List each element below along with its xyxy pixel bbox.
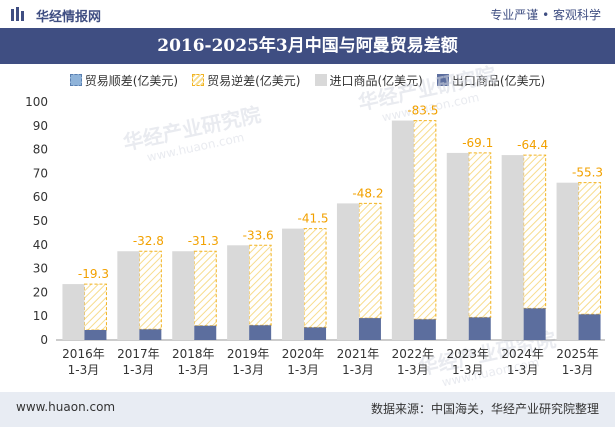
import-bar <box>117 251 140 340</box>
x-tick-label-period: 1-3月 <box>123 363 155 377</box>
export-bar <box>413 319 436 340</box>
chart-legend: 贸易顺差(亿美元) 贸易逆差(亿美元) 进口商品(亿美元) 出口商品(亿美元) <box>0 70 615 90</box>
deficit-bar <box>303 228 327 328</box>
export-bar <box>358 318 381 340</box>
deficit-bar <box>83 283 107 331</box>
x-tick-label-year: 2025年 <box>556 347 599 361</box>
deficit-value-label: -83.5 <box>407 104 438 118</box>
y-tick-label: 10 <box>33 309 48 323</box>
x-tick-label-year: 2020年 <box>282 347 325 361</box>
deficit-bar <box>468 152 492 318</box>
deficit-value-label: -64.4 <box>517 138 548 152</box>
x-tick-label-year: 2018年 <box>172 347 215 361</box>
deficit-bar <box>523 154 547 309</box>
y-tick-label: 100 <box>25 95 48 109</box>
x-tick-label-period: 1-3月 <box>232 363 264 377</box>
x-tick-label-period: 1-3月 <box>507 363 539 377</box>
import-bar <box>556 182 579 340</box>
deficit-bar <box>358 202 382 319</box>
y-tick-label: 0 <box>40 333 48 347</box>
export-bar <box>304 327 327 340</box>
deficit-bar <box>193 250 217 327</box>
brand-name: 华经情报网 <box>36 10 102 25</box>
chart-labels: -19.3 2016年 1-3月 -32.8 2017年 1-3月 -31.3 2018年 1-… <box>62 104 603 377</box>
footer-source: 数据来源：中国海关，华经产业研究院整理 <box>370 402 599 416</box>
legend-label-deficit: 贸易逆差(亿美元) <box>207 73 301 88</box>
deficit-value-label: -33.6 <box>243 228 274 242</box>
x-tick-label-period: 1-3月 <box>397 363 429 377</box>
export-bar <box>194 325 217 340</box>
y-tick-label: 40 <box>33 238 48 252</box>
footer-bar <box>0 392 615 427</box>
x-tick-label-year: 2022年 <box>392 347 435 361</box>
deficit-value-label: -69.1 <box>462 136 493 150</box>
huajing-logo-icon <box>11 7 24 21</box>
x-tick-label-period: 1-3月 <box>562 363 594 377</box>
top-bar: 华经情报网 专业严谨 • 客观科学 <box>0 0 615 28</box>
import-bar <box>501 155 524 340</box>
y-tick-label: 50 <box>33 214 48 228</box>
y-tick-label: 20 <box>33 285 48 299</box>
legend-swatch-surplus <box>69 74 82 86</box>
import-bar <box>172 251 195 340</box>
footer-url: www.huaon.com <box>16 400 116 414</box>
x-tick-label-year: 2017年 <box>117 347 160 361</box>
import-bar <box>336 203 359 340</box>
y-tick-label: 80 <box>33 143 48 157</box>
x-tick-label-period: 1-3月 <box>452 363 484 377</box>
y-tick-label: 90 <box>33 119 48 133</box>
export-bar <box>523 308 546 340</box>
legend-item-deficit: 贸易逆差(亿美元) <box>192 70 301 90</box>
legend-swatch-import <box>314 74 327 86</box>
import-bar <box>227 245 250 340</box>
x-tick-label-period: 1-3月 <box>68 363 100 377</box>
x-tick-label-year: 2024年 <box>501 347 544 361</box>
import-bar <box>446 152 469 340</box>
legend-swatch-deficit <box>192 74 205 86</box>
deficit-value-label: -41.5 <box>298 212 329 226</box>
x-tick-label-year: 2019年 <box>227 347 270 361</box>
deficit-value-label: -48.2 <box>352 186 383 200</box>
x-tick-label-year: 2016年 <box>62 347 105 361</box>
deficit-bar <box>413 120 437 320</box>
import-bar <box>391 120 414 341</box>
legend-label-export: 出口商品(亿美元) <box>451 73 546 88</box>
deficit-bar <box>578 182 602 315</box>
x-tick-label-year: 2021年 <box>337 347 380 361</box>
title-bar <box>0 28 615 64</box>
x-tick-label-year: 2023年 <box>446 347 489 361</box>
export-bar <box>468 317 491 340</box>
export-bar <box>578 314 601 340</box>
deficit-value-label: -55.3 <box>572 166 603 180</box>
legend-swatch-export <box>436 74 449 86</box>
export-bar <box>249 325 272 340</box>
legend-label-surplus: 贸易顺差(亿美元) <box>84 73 179 88</box>
import-bar <box>282 228 305 340</box>
import-bar <box>62 284 85 340</box>
deficit-value-label: -32.8 <box>133 234 164 248</box>
y-tick-label: 70 <box>33 166 48 180</box>
legend-item-export: 出口商品(亿美元) <box>436 70 546 90</box>
x-tick-label-period: 1-3月 <box>177 363 209 377</box>
y-tick-label: 60 <box>33 190 48 204</box>
deficit-bar <box>138 250 162 330</box>
deficit-bar <box>248 244 272 326</box>
x-tick-label-period: 1-3月 <box>342 363 374 377</box>
export-bar <box>139 329 162 340</box>
deficit-value-label: -31.3 <box>188 234 219 248</box>
legend-label-import: 进口商品(亿美元) <box>329 73 423 88</box>
export-bar <box>84 330 107 340</box>
tagline: 专业严谨 • 客观科学 <box>490 8 601 22</box>
legend-item-import: 进口商品(亿美元) <box>314 70 423 90</box>
x-tick-label-period: 1-3月 <box>287 363 319 377</box>
deficit-value-label: -19.3 <box>78 267 109 281</box>
chart-title: 2016-2025年3月中国与阿曼贸易差额 <box>157 36 458 56</box>
y-tick-label: 30 <box>33 262 48 276</box>
chart-bars <box>62 120 602 341</box>
legend-item-surplus: 贸易顺差(亿美元) <box>69 70 179 90</box>
